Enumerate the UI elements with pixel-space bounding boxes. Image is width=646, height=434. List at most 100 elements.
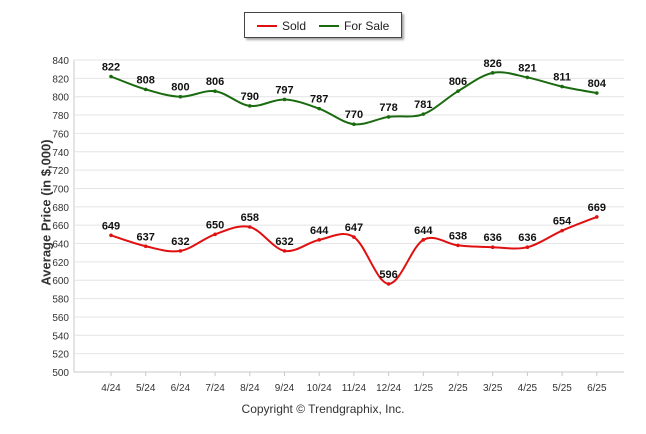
data-label-for-sale: 821 [518, 62, 536, 74]
x-tick-label: 8/24 [240, 383, 260, 394]
y-tick-label: 500 [52, 368, 69, 379]
data-label-sold: 644 [310, 225, 329, 237]
x-tick-label: 2/25 [448, 383, 468, 394]
y-tick-label: 780 [52, 111, 69, 122]
data-point-for-sale [525, 75, 530, 80]
legend-swatch-for-sale [319, 25, 339, 27]
y-tick-label: 760 [52, 129, 69, 140]
x-axis-ticks: 4/24 5/24 6/24 7/24 8/24 9/24 10/24 11/24 12/24 1… [101, 372, 607, 394]
legend-label-for-sale: For Sale [344, 19, 390, 33]
data-label-for-sale: 781 [414, 99, 432, 111]
y-tick-label: 540 [52, 331, 69, 342]
data-label-sold: 632 [171, 236, 189, 248]
y-tick-label: 660 [52, 221, 69, 232]
data-label-sold: 596 [379, 269, 397, 281]
data-point-for-sale [109, 74, 113, 79]
legend-swatch-sold [257, 25, 277, 27]
data-label-for-sale: 806 [449, 76, 467, 88]
data-label-for-sale: 790 [241, 91, 259, 103]
x-tick-label: 1/25 [414, 383, 434, 394]
data-point-sold [560, 228, 564, 233]
y-tick-label: 520 [52, 350, 69, 361]
x-tick-label: 4/25 [518, 383, 538, 394]
data-label-for-sale: 778 [379, 102, 397, 114]
x-tick-label: 9/24 [275, 383, 295, 394]
legend: Sold For Sale [244, 12, 402, 38]
data-label-sold: 669 [588, 202, 606, 214]
data-point-for-sale [490, 71, 495, 75]
data-point-for-sale [560, 84, 564, 89]
data-label-for-sale: 808 [137, 74, 155, 86]
y-tick-label: 820 [52, 74, 69, 85]
data-label-sold: 636 [484, 232, 502, 244]
y-tick-label: 700 [52, 184, 69, 195]
data-label-sold: 647 [345, 222, 363, 234]
x-tick-label: 3/25 [483, 383, 503, 394]
y-tick-label: 620 [52, 258, 69, 269]
data-label-for-sale: 800 [171, 82, 189, 94]
data-point-sold [248, 225, 252, 229]
data-label-sold: 654 [553, 216, 572, 228]
data-label-sold: 649 [102, 220, 120, 232]
copyright-text: Copyright © Trendgraphix, Inc. [241, 402, 405, 416]
y-tick-label: 580 [52, 295, 69, 306]
data-point-sold [456, 243, 460, 248]
data-point-sold [421, 238, 426, 242]
data-point-for-sale [421, 112, 426, 116]
data-point-for-sale [386, 115, 391, 119]
data-label-sold: 638 [449, 230, 467, 242]
data-point-sold [595, 215, 599, 219]
data-label-for-sale: 770 [345, 109, 363, 121]
data-label-for-sale: 822 [102, 62, 120, 74]
x-tick-label: 4/24 [101, 383, 121, 394]
x-tick-label: 6/24 [171, 383, 191, 394]
y-tick-label: 680 [52, 203, 69, 214]
x-tick-label: 5/24 [136, 383, 156, 394]
data-label-for-sale: 804 [588, 78, 607, 90]
data-point-for-sale [178, 94, 183, 99]
data-label-for-sale: 806 [206, 76, 224, 88]
data-label-sold: 650 [206, 219, 224, 231]
y-tick-label: 600 [52, 276, 69, 287]
data-label-sold: 658 [241, 212, 259, 224]
series-lines [109, 71, 599, 286]
y-tick-label: 560 [52, 313, 69, 324]
data-point-sold [178, 249, 183, 253]
x-tick-label: 11/24 [342, 383, 367, 394]
data-point-sold [490, 245, 495, 249]
legend-label-sold: Sold [282, 19, 307, 33]
data-label-for-sale: 826 [484, 58, 502, 70]
data-label-sold: 632 [275, 236, 293, 248]
data-point-for-sale [213, 89, 217, 93]
y-tick-label: 840 [52, 56, 69, 67]
data-label-sold: 636 [518, 232, 536, 244]
y-tick-label: 740 [52, 148, 69, 159]
data-label-for-sale: 811 [553, 72, 571, 84]
grid-lines [73, 59, 624, 373]
data-point-sold [525, 245, 530, 249]
data-point-for-sale [456, 89, 460, 93]
data-label-sold: 644 [414, 225, 433, 237]
x-tick-label: 6/25 [587, 383, 607, 394]
x-tick-label: 5/25 [552, 383, 572, 394]
data-point-sold [109, 233, 113, 238]
x-tick-label: 12/24 [376, 383, 401, 394]
x-tick-label: 10/24 [307, 383, 332, 394]
y-axis-ticks: 500 520 540 560 580 600 620 640 660 680 700 720 740 7… [52, 56, 69, 379]
data-point-for-sale [143, 87, 148, 92]
data-point-for-sale [317, 106, 322, 111]
x-tick-label: 7/24 [205, 383, 225, 394]
y-axis-label: Average Price (in $,000) [38, 139, 54, 286]
data-point-for-sale [282, 97, 287, 102]
data-point-sold [317, 238, 322, 242]
data-point-sold [143, 244, 148, 249]
data-point-for-sale [248, 104, 252, 108]
data-point-sold [282, 249, 287, 253]
data-point-for-sale [352, 122, 356, 127]
data-point-sold [213, 232, 217, 237]
y-tick-label: 720 [52, 166, 69, 177]
y-tick-label: 800 [52, 93, 69, 104]
data-point-for-sale [595, 91, 599, 95]
data-point-sold [386, 282, 391, 286]
